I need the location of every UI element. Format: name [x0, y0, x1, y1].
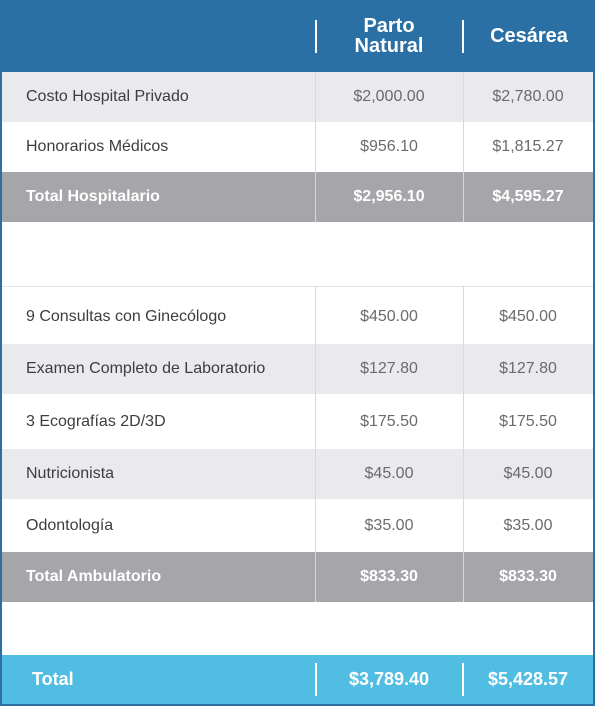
table-row: Nutricionista $45.00 $45.00 — [2, 449, 593, 499]
table-row: Costo Hospital Privado $2,000.00 $2,780.… — [2, 72, 593, 122]
parto-natural-value: $833.30 — [360, 568, 418, 585]
column-header-cesarea: Cesárea — [463, 0, 595, 72]
cesarea-value: $450.00 — [499, 308, 557, 325]
parto-natural-value: $3,789.40 — [348, 669, 430, 689]
cesarea-value: $2,780.00 — [492, 88, 564, 105]
row-label: Honorarios Médicos — [26, 138, 169, 155]
table-row: Examen Completo de Laboratorio $127.80 $… — [2, 344, 593, 394]
parto-natural-value: $127.80 — [360, 360, 418, 377]
parto-natural-value: $2,956.10 — [353, 188, 425, 205]
parto-natural-value: $956.10 — [360, 138, 418, 155]
row-label: Examen Completo de Laboratorio — [26, 360, 266, 377]
parto-natural-value: $45.00 — [364, 465, 414, 482]
table-header: Parto Natural Cesárea — [2, 0, 593, 72]
table-row: Odontología $35.00 $35.00 — [2, 500, 593, 552]
parto-natural-value: $450.00 — [360, 308, 418, 325]
column-divider — [463, 286, 464, 602]
column-divider — [315, 72, 316, 222]
divider — [2, 286, 593, 287]
cesarea-value: $127.80 — [499, 360, 557, 377]
subtotal-row: Total Ambulatorio $833.30 $833.30 — [2, 552, 593, 602]
table-row: Honorarios Médicos $956.10 $1,815.27 — [2, 122, 593, 172]
table-row: 3 Ecografías 2D/3D $175.50 $175.50 — [2, 396, 593, 448]
cesarea-value: $45.00 — [503, 465, 553, 482]
subtotal-row: Total Hospitalario $2,956.10 $4,595.27 — [2, 172, 593, 222]
column-header-parto-natural: Parto Natural — [315, 0, 463, 72]
total-row: Total $3,789.40 $5,428.57 — [2, 655, 593, 704]
cesarea-value: $175.50 — [499, 413, 557, 430]
total-divider — [462, 663, 464, 696]
table-row: 9 Consultas con Ginecólogo $450.00 $450.… — [2, 292, 593, 342]
parto-natural-value: $2,000.00 — [353, 88, 425, 105]
parto-natural-value: $175.50 — [360, 413, 418, 430]
row-label: 3 Ecografías 2D/3D — [26, 413, 166, 430]
header-divider — [462, 20, 464, 53]
cesarea-value: $4,595.27 — [492, 188, 564, 205]
total-divider — [315, 663, 317, 696]
row-label: Costo Hospital Privado — [26, 88, 189, 105]
cesarea-value: $1,815.27 — [492, 138, 564, 155]
row-label: Total Hospitalario — [26, 188, 160, 205]
column-header-label: Parto Natural — [354, 15, 424, 57]
header-divider — [315, 20, 317, 53]
cesarea-value: $833.30 — [499, 568, 557, 585]
row-label: Total — [32, 669, 74, 689]
cesarea-value: $5,428.57 — [487, 669, 569, 689]
row-label: Total Ambulatorio — [26, 568, 162, 585]
parto-natural-value: $35.00 — [364, 517, 414, 534]
column-divider — [315, 286, 316, 602]
row-label: Odontología — [26, 517, 114, 534]
row-label: 9 Consultas con Ginecólogo — [26, 308, 227, 325]
row-label: Nutricionista — [26, 465, 115, 482]
column-header-label: Cesárea — [490, 25, 568, 47]
cesarea-value: $35.00 — [503, 517, 553, 534]
column-divider — [463, 72, 464, 222]
